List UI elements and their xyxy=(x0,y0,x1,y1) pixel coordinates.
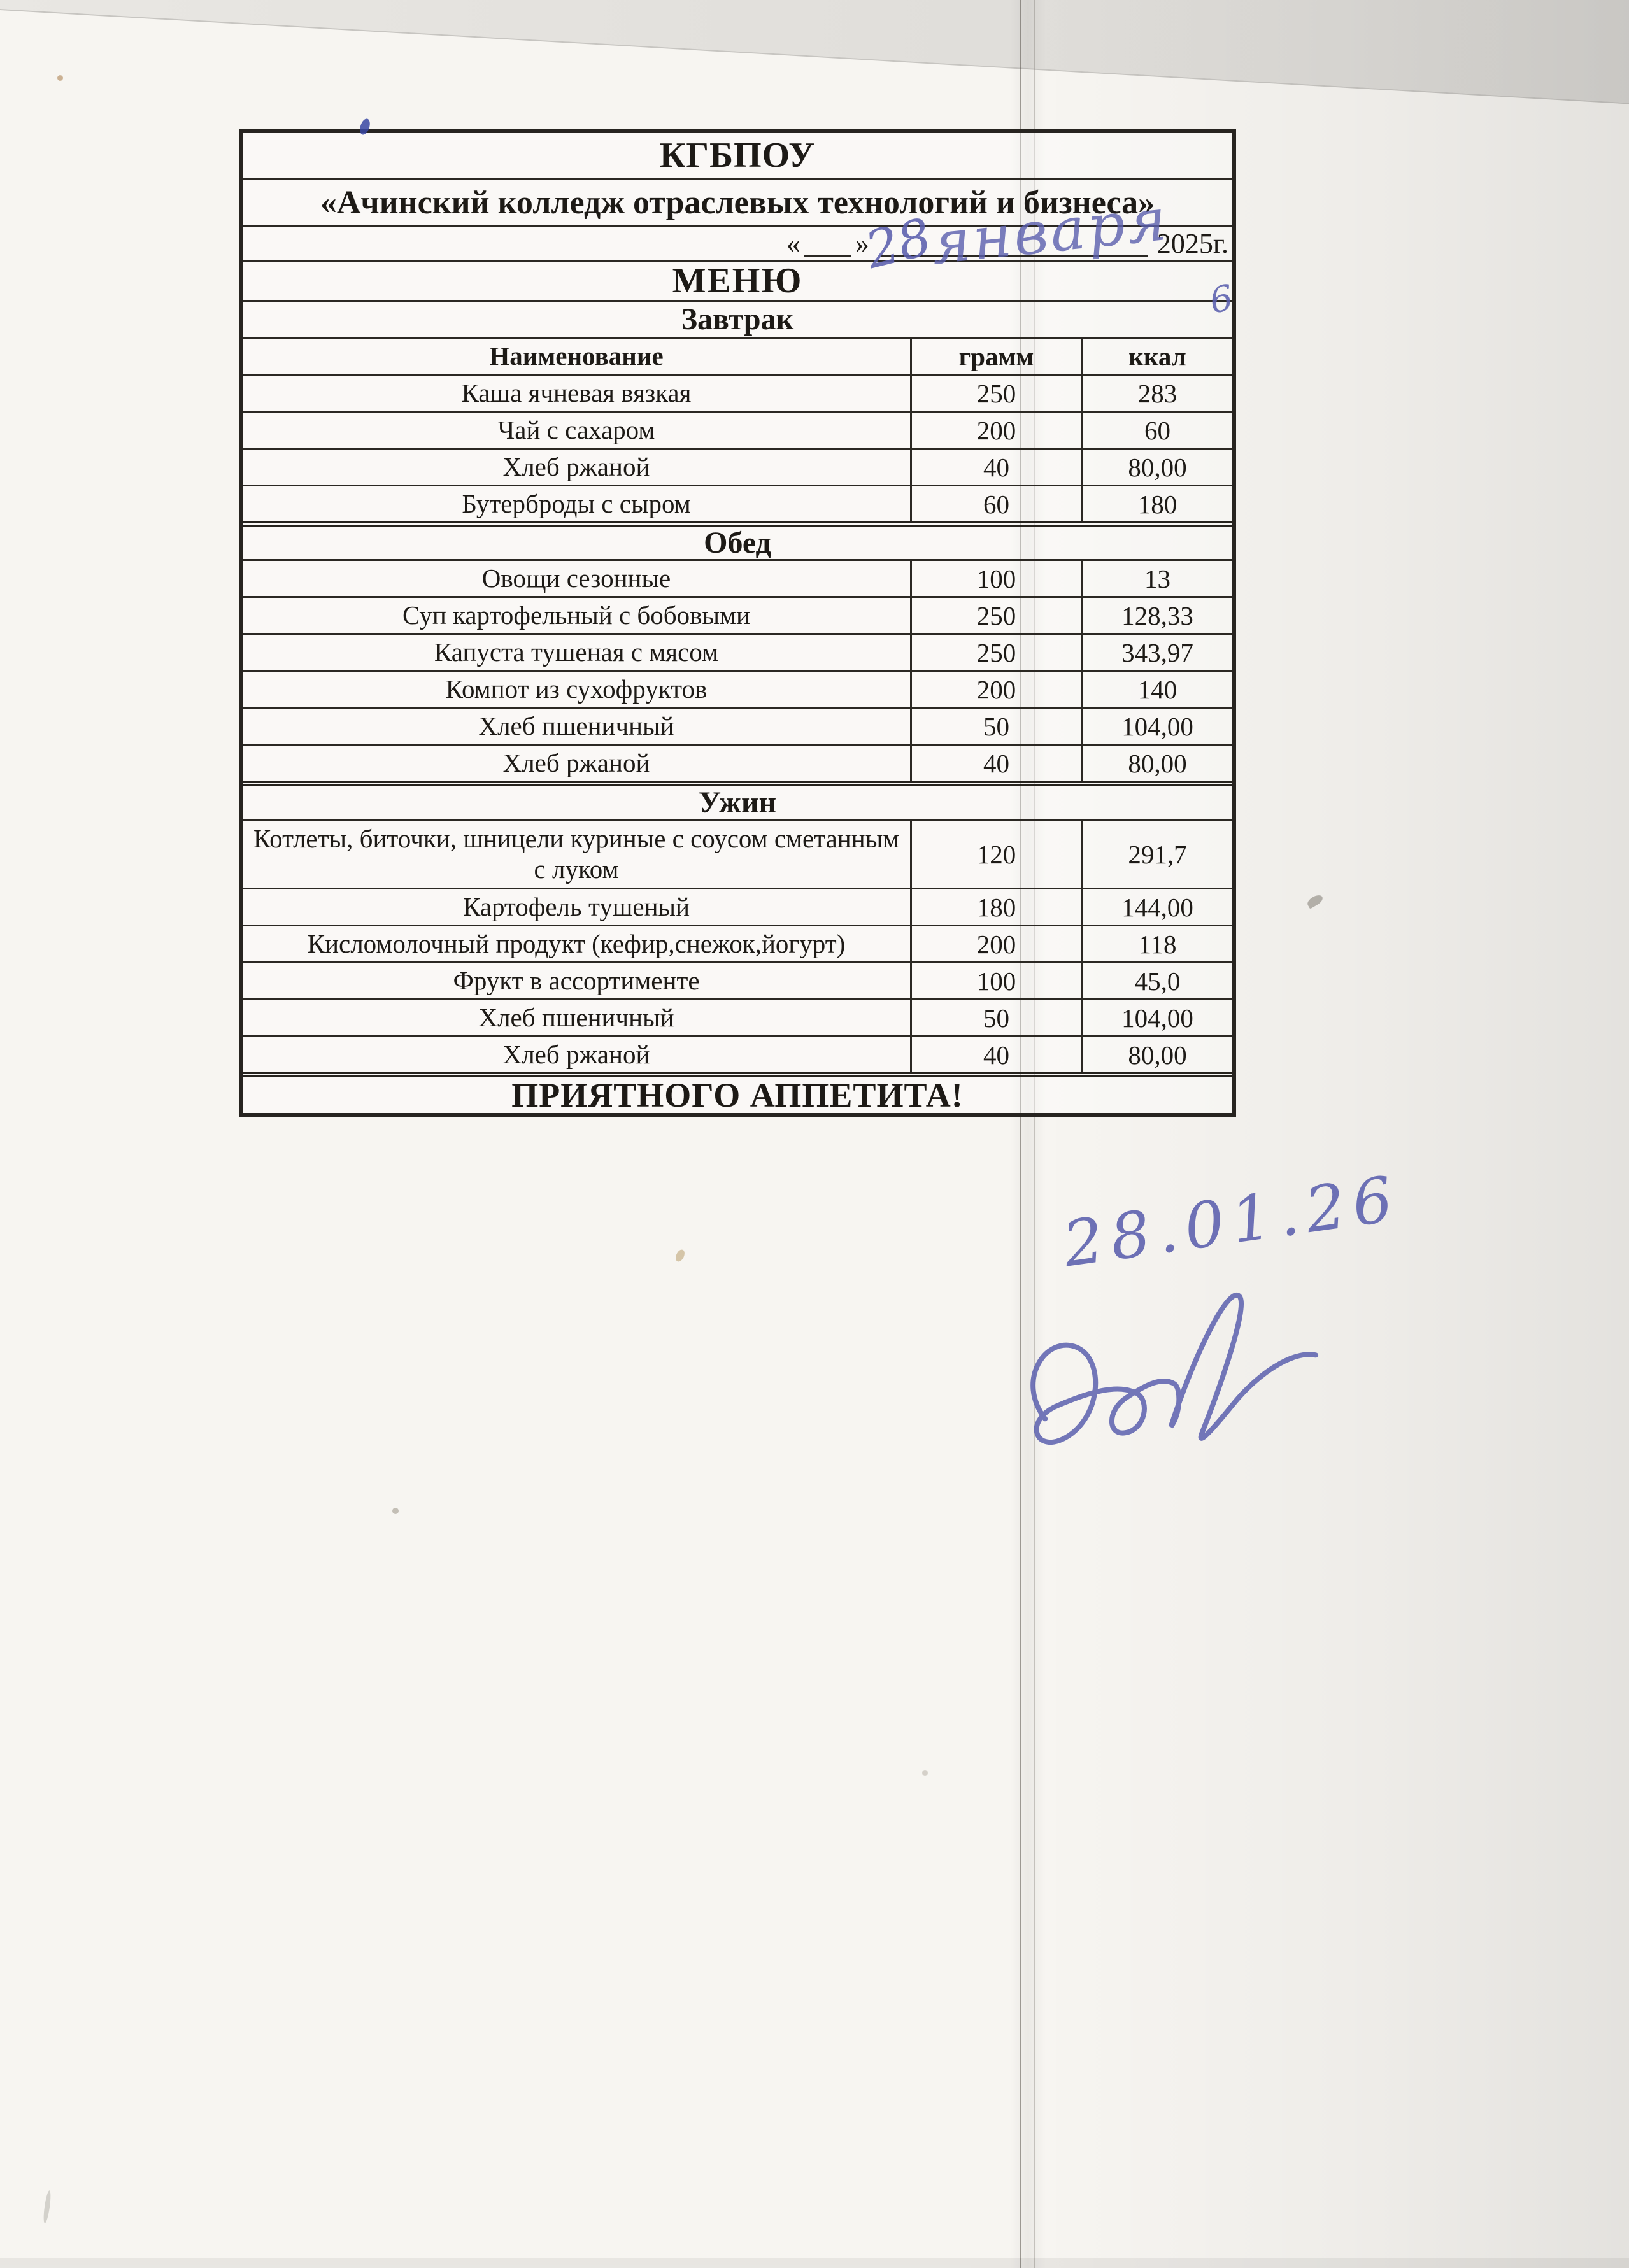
table-row: Кисломолочный продукт (кефир,снежок,йогу… xyxy=(243,925,1232,961)
dish-name: Каша ячневая вязкая xyxy=(461,378,692,408)
dish-grams: 200 xyxy=(910,926,1081,961)
table-row: Суп картофельный с бобовыми 250 128,33 xyxy=(243,596,1232,633)
table-row: Хлеб ржаной 40 80,00 xyxy=(243,1035,1232,1072)
dish-grams: 180 xyxy=(910,889,1081,925)
table-row: Хлеб ржаной 40 80,00 xyxy=(243,448,1232,485)
page-fold-shadow xyxy=(1010,0,1046,2268)
menu-title: МЕНЮ xyxy=(243,260,1232,301)
dish-name: Фрукт в ассортименте xyxy=(453,965,700,995)
date-day-blank xyxy=(804,230,851,257)
paper-speck xyxy=(922,1770,928,1776)
date-line: « » 2025г. xyxy=(243,225,1232,260)
dish-kcal: 80,00 xyxy=(1081,746,1232,781)
paper-speck xyxy=(392,1508,399,1514)
dish-grams: 100 xyxy=(910,963,1081,998)
dish-kcal: 13 xyxy=(1081,561,1232,596)
org-abbreviation: КГБПОУ xyxy=(659,136,816,175)
dish-grams: 200 xyxy=(910,672,1081,707)
dish-name: Овощи сезонные xyxy=(481,563,671,593)
table-row: Фрукт в ассортименте 100 45,0 xyxy=(243,961,1232,998)
dish-name: Хлеб ржаной xyxy=(502,451,650,481)
dish-name: Капуста тушеная с мясом xyxy=(434,637,718,667)
table-row: Хлеб пшеничный 50 104,00 xyxy=(243,998,1232,1035)
dish-kcal: 291,7 xyxy=(1081,821,1232,888)
menu-table: КГБПОУ «Ачинский колледж отраслевых техн… xyxy=(239,129,1236,1117)
dish-name: Чай с сахаром xyxy=(497,415,655,444)
dish-kcal: 60 xyxy=(1081,413,1232,448)
section-dinner: Ужин xyxy=(243,781,1232,819)
table-row: Каша ячневая вязкая 250 283 xyxy=(243,374,1232,411)
paper-speck xyxy=(674,1248,686,1263)
dish-grams: 250 xyxy=(910,635,1081,670)
dish-kcal: 144,00 xyxy=(1081,889,1232,925)
dish-kcal: 45,0 xyxy=(1081,963,1232,998)
scanner-shadow-bottom xyxy=(0,2258,1629,2268)
dish-grams: 100 xyxy=(910,561,1081,596)
table-row: Капуста тушеная с мясом 250 343,97 xyxy=(243,633,1232,670)
open-quote: « xyxy=(786,228,800,259)
table-row: Картофель тушеный 180 144,00 xyxy=(243,888,1232,925)
table-row: Хлеб пшеничный 50 104,00 xyxy=(243,707,1232,744)
dish-grams: 40 xyxy=(910,450,1081,485)
dish-kcal: 80,00 xyxy=(1081,1037,1232,1072)
dish-grams: 120 xyxy=(910,821,1081,888)
dish-grams: 40 xyxy=(910,1037,1081,1072)
table-row: Хлеб ржаной 40 80,00 xyxy=(243,744,1232,781)
dish-name: Хлеб ржаной xyxy=(502,1039,650,1069)
dish-name: Хлеб пшеничный xyxy=(478,711,674,741)
page-fold-line xyxy=(1020,0,1021,2268)
col-header-name: Наименование xyxy=(489,341,664,371)
dish-kcal: 180 xyxy=(1081,486,1232,521)
dish-name: Компот из сухофруктов xyxy=(445,674,708,704)
dish-name: Кисломолочный продукт (кефир,снежок,йогу… xyxy=(307,928,846,958)
section-lunch: Обед xyxy=(243,521,1232,560)
section-breakfast: Завтрак xyxy=(243,300,1232,337)
dish-grams: 50 xyxy=(910,709,1081,744)
dish-grams: 60 xyxy=(910,486,1081,521)
dish-grams: 250 xyxy=(910,598,1081,633)
dish-name: Хлеб ржаной xyxy=(502,748,650,777)
scanner-shadow-right xyxy=(1037,0,1629,2268)
dish-grams: 50 xyxy=(910,1000,1081,1035)
dish-kcal: 283 xyxy=(1081,376,1232,411)
table-row: Бутерброды с сыром 60 180 xyxy=(243,485,1232,521)
date-month-blank xyxy=(880,230,1148,257)
table-row: Компот из сухофруктов 200 140 xyxy=(243,670,1232,707)
dish-name: Котлеты, биточки, шницели куриные с соус… xyxy=(253,824,900,884)
table-row: Котлеты, биточки, шницели куриные с соус… xyxy=(243,819,1232,888)
page-fold-line-2 xyxy=(1034,0,1035,2268)
footer-message: ПРИЯТНОГО АППЕТИТА! xyxy=(243,1072,1232,1114)
dish-kcal: 104,00 xyxy=(1081,1000,1232,1035)
dish-grams: 250 xyxy=(910,376,1081,411)
dish-name: Хлеб пшеничный xyxy=(478,1002,674,1032)
dish-kcal: 128,33 xyxy=(1081,598,1232,633)
dish-kcal: 104,00 xyxy=(1081,709,1232,744)
col-header-grams: грамм xyxy=(910,339,1081,374)
dish-kcal: 118 xyxy=(1081,926,1232,961)
table-header-row: Наименование грамм ккал xyxy=(243,337,1232,374)
paper-smudge xyxy=(42,2190,52,2224)
dish-kcal: 140 xyxy=(1081,672,1232,707)
dish-name: Бутерброды с сыром xyxy=(462,488,691,518)
date-year: 2025г. xyxy=(1156,228,1228,259)
dish-grams: 200 xyxy=(910,413,1081,448)
dish-name: Картофель тушеный xyxy=(462,891,690,921)
dish-kcal: 343,97 xyxy=(1081,635,1232,670)
table-row: Овощи сезонные 100 13 xyxy=(243,559,1232,596)
dish-name: Суп картофельный с бобовыми xyxy=(402,600,750,630)
close-quote: » xyxy=(855,228,869,259)
table-row: Чай с сахаром 200 60 xyxy=(243,411,1232,448)
dish-grams: 40 xyxy=(910,746,1081,781)
dish-kcal: 80,00 xyxy=(1081,450,1232,485)
paper-speck xyxy=(57,75,63,81)
org-name: «Ачинский колледж отраслевых технологий … xyxy=(243,178,1232,225)
signature xyxy=(971,1246,1398,1501)
col-header-kcal: ккал xyxy=(1081,339,1232,374)
